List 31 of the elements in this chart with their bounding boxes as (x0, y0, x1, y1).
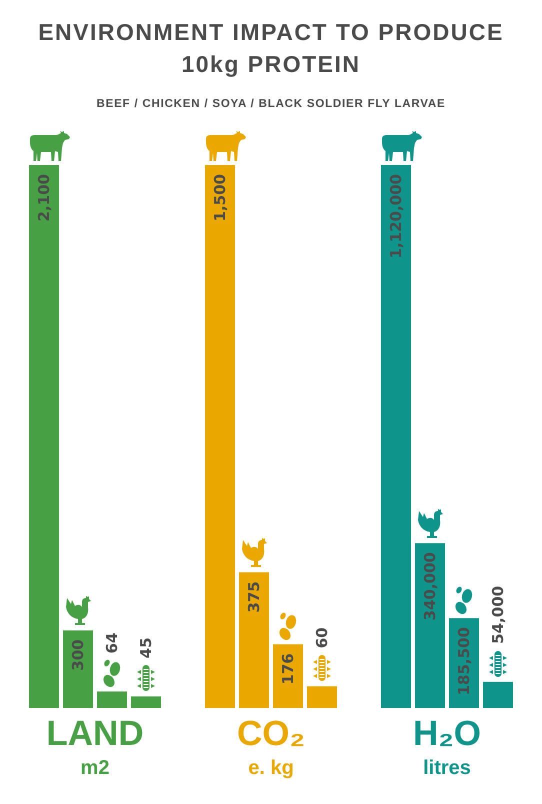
data-label: 45 (137, 637, 155, 658)
bar (205, 165, 235, 708)
data-label: 1,120,000 (387, 174, 405, 258)
bar (381, 165, 411, 708)
data-label: 54,000 (489, 586, 507, 644)
bar (131, 696, 161, 708)
bar (415, 543, 445, 708)
bar (239, 572, 269, 708)
bar (29, 165, 59, 708)
text: ENVIRONMENT IMPACT TO PRODUCE 10kg PROTEIN (37, 18, 505, 79)
bar (483, 682, 513, 708)
text: litres (423, 757, 471, 779)
data-label: 1,500 (211, 174, 229, 222)
text: e. kg (248, 757, 294, 779)
data-label: 176 (279, 653, 297, 685)
data-label: 340,000 (421, 552, 439, 620)
data-label: 185,500 (455, 627, 473, 696)
bar (97, 691, 127, 708)
data-label: 60 (313, 627, 331, 648)
text: m2 (80, 757, 110, 779)
bar (273, 644, 303, 708)
data-label: 375 (245, 581, 263, 613)
data-label: 300 (69, 639, 87, 671)
x-axis-title: LAND (46, 714, 144, 753)
data-label: 2,100 (35, 174, 53, 222)
bar (63, 630, 93, 708)
x-axis-title: H₂O (412, 714, 482, 753)
data-label: 64 (103, 632, 121, 654)
x-axis-title: CO₂ (236, 714, 306, 753)
bar (307, 686, 337, 708)
text: BEEF / CHICKEN / SOYA / BLACK SOLDIER FLY LARVAE (96, 98, 446, 110)
